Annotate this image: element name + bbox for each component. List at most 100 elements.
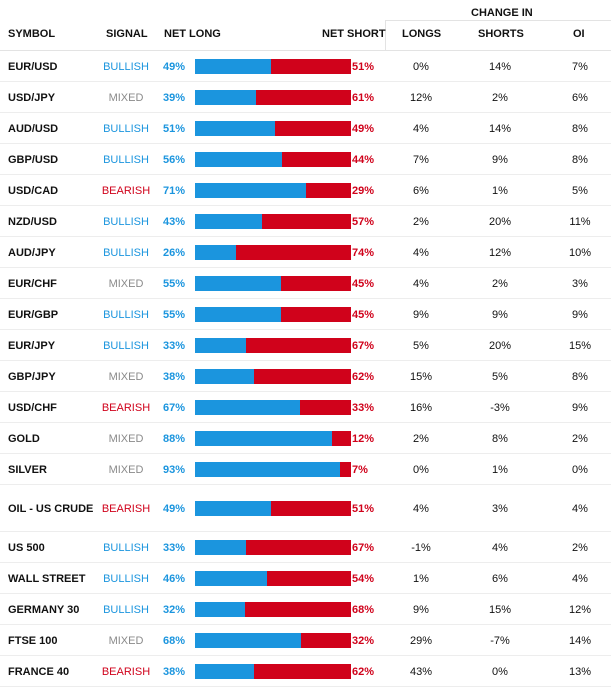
row-symbol[interactable]: USD/CAD (8, 184, 59, 197)
row-symbol[interactable]: FRANCE 40 (8, 665, 70, 678)
table-row[interactable]: WALL STREET BULLISH 46% 54% 1% 6% 4% (0, 563, 611, 594)
row-signal: BULLISH (103, 541, 149, 554)
row-divider (0, 422, 611, 423)
row-change-oi: 2% (572, 541, 588, 554)
sentiment-bar (195, 571, 351, 586)
sentiment-bar (195, 90, 351, 105)
row-net-short-pct: 49% (352, 122, 375, 135)
table-row[interactable]: FTSE 100 MIXED 68% 32% 29% -7% 14% (0, 625, 611, 656)
row-symbol[interactable]: OIL - US CRUDE (8, 502, 94, 515)
row-symbol[interactable]: WALL STREET (8, 572, 86, 585)
row-change-oi: 14% (568, 634, 592, 647)
row-change-longs: 4% (413, 122, 429, 135)
row-change-longs: 4% (413, 246, 429, 259)
table-row[interactable]: US 500 BULLISH 33% 67% -1% 4% 2% (0, 532, 611, 563)
row-divider (0, 531, 611, 532)
sentiment-bar-long-fill (195, 307, 281, 322)
row-change-oi: 6% (572, 91, 588, 104)
row-symbol[interactable]: US 500 (8, 541, 45, 554)
row-net-long-pct: 39% (163, 91, 186, 104)
row-change-shorts: 20% (488, 215, 512, 228)
row-signal: BULLISH (103, 308, 149, 321)
header-change-in: CHANGE IN (471, 7, 533, 19)
table-row[interactable]: EUR/JPY BULLISH 33% 67% 5% 20% 15% (0, 330, 611, 361)
row-divider (0, 298, 611, 299)
row-change-shorts: 9% (492, 153, 508, 166)
row-symbol[interactable]: EUR/JPY (8, 339, 56, 352)
row-change-longs: 9% (413, 603, 429, 616)
row-symbol[interactable]: USD/CHF (8, 401, 57, 414)
table-row[interactable]: USD/CAD BEARISH 71% 29% 6% 1% 5% (0, 175, 611, 206)
row-symbol[interactable]: GERMANY 30 (8, 603, 80, 616)
row-net-long-pct: 38% (163, 665, 186, 678)
row-symbol[interactable]: GOLD (8, 432, 40, 445)
row-symbol[interactable]: EUR/GBP (8, 308, 59, 321)
row-change-longs: 0% (413, 463, 429, 476)
table-row[interactable]: EUR/USD BULLISH 49% 51% 0% 14% 7% (0, 51, 611, 82)
sentiment-bar-long-fill (195, 571, 267, 586)
row-signal: BULLISH (103, 603, 149, 616)
row-net-short-pct: 51% (352, 60, 375, 73)
row-symbol[interactable]: AUD/USD (8, 122, 59, 135)
row-symbol[interactable]: FTSE 100 (8, 634, 58, 647)
row-change-oi: 4% (572, 572, 588, 585)
table-row[interactable]: GERMANY 30 BULLISH 32% 68% 9% 15% 12% (0, 594, 611, 625)
sentiment-bar (195, 633, 351, 648)
sentiment-bar (195, 121, 351, 136)
table-row[interactable]: NZD/USD BULLISH 43% 57% 2% 20% 11% (0, 206, 611, 237)
row-change-longs: 43% (409, 665, 433, 678)
row-symbol[interactable]: SILVER (8, 463, 47, 476)
sentiment-bar-long-fill (195, 602, 245, 617)
row-divider (0, 593, 611, 594)
table-row[interactable]: GBP/JPY MIXED 38% 62% 15% 5% 8% (0, 361, 611, 392)
row-change-shorts: 3% (492, 502, 508, 515)
row-divider (0, 562, 611, 563)
table-row[interactable]: FRANCE 40 BEARISH 38% 62% 43% 0% 13% (0, 656, 611, 687)
row-symbol[interactable]: AUD/JPY (8, 246, 56, 259)
table-row[interactable]: USD/CHF BEARISH 67% 33% 16% -3% 9% (0, 392, 611, 423)
sentiment-bar (195, 462, 351, 477)
row-symbol[interactable]: NZD/USD (8, 215, 57, 228)
row-net-short-pct: 62% (352, 370, 375, 383)
row-symbol[interactable]: GBP/JPY (8, 370, 56, 383)
table-row[interactable]: OIL - US CRUDE BEARISH 49% 51% 4% 3% 4% (0, 485, 611, 532)
table-row[interactable]: USD/JPY MIXED 39% 61% 12% 2% 6% (0, 82, 611, 113)
row-net-long-pct: 33% (163, 339, 186, 352)
table-row[interactable]: SILVER MIXED 93% 7% 0% 1% 0% (0, 454, 611, 485)
row-signal: BULLISH (103, 246, 149, 259)
sentiment-bar-long-fill (195, 462, 341, 477)
row-symbol[interactable]: EUR/USD (8, 60, 58, 73)
table-row[interactable]: GOLD MIXED 88% 12% 2% 8% 2% (0, 423, 611, 454)
row-change-oi: 9% (572, 308, 588, 321)
sentiment-bar (195, 183, 351, 198)
row-change-oi: 15% (568, 339, 592, 352)
row-signal: BULLISH (103, 339, 149, 352)
row-change-oi: 10% (568, 246, 592, 259)
row-symbol[interactable]: GBP/USD (8, 153, 59, 166)
row-divider (0, 267, 611, 268)
table-row[interactable]: GBP/USD BULLISH 56% 44% 7% 9% 8% (0, 144, 611, 175)
row-divider (0, 624, 611, 625)
row-net-long-pct: 46% (163, 572, 186, 585)
sentiment-bar (195, 276, 351, 291)
table-row[interactable]: EUR/CHF MIXED 55% 45% 4% 2% 3% (0, 268, 611, 299)
sentiment-bar-long-fill (195, 431, 333, 446)
header-symbol: SYMBOL (8, 28, 56, 40)
sentiment-bar-long-fill (195, 152, 283, 167)
row-net-long-pct: 51% (163, 122, 186, 135)
row-net-short-pct: 57% (352, 215, 375, 228)
row-signal: MIXED (108, 277, 144, 290)
row-change-longs: 4% (413, 277, 429, 290)
header-longs: LONGS (402, 28, 442, 40)
row-net-short-pct: 61% (352, 91, 375, 104)
table-row[interactable]: EUR/GBP BULLISH 55% 45% 9% 9% 9% (0, 299, 611, 330)
row-change-shorts: 0% (492, 665, 508, 678)
row-net-short-pct: 68% (352, 603, 375, 616)
row-symbol[interactable]: EUR/CHF (8, 277, 57, 290)
table-row[interactable]: AUD/JPY BULLISH 26% 74% 4% 12% 10% (0, 237, 611, 268)
row-signal: MIXED (108, 432, 144, 445)
row-symbol[interactable]: USD/JPY (8, 91, 56, 104)
sentiment-bar (195, 245, 351, 260)
table-row[interactable]: AUD/USD BULLISH 51% 49% 4% 14% 8% (0, 113, 611, 144)
row-net-short-pct: 44% (352, 153, 375, 166)
